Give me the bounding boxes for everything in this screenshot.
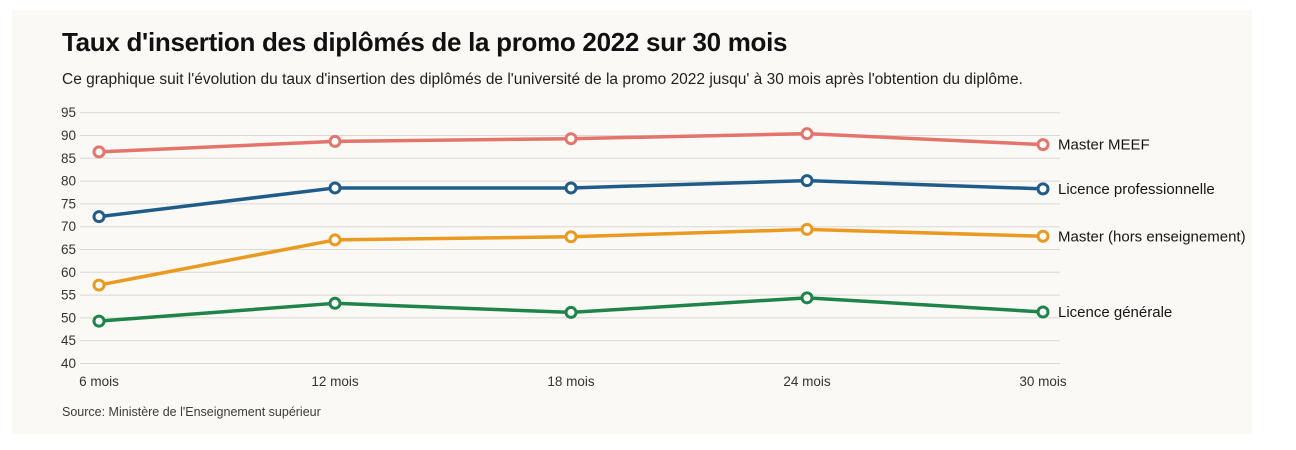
data-point-marker[interactable]	[564, 132, 578, 146]
data-point-marker[interactable]	[1036, 229, 1050, 243]
series-legend-label: Licence générale	[1058, 304, 1172, 321]
x-axis-tick-label: 18 mois	[547, 374, 595, 389]
chart-subtitle: Ce graphique suit l'évolution du taux d'…	[62, 71, 1023, 88]
y-axis-tick-label: 50	[61, 310, 76, 325]
y-axis-tick-label: 75	[61, 196, 76, 211]
y-axis-tick-label: 80	[61, 174, 76, 189]
data-point-marker[interactable]	[1036, 182, 1050, 196]
data-point-marker[interactable]	[800, 174, 814, 188]
data-point-marker[interactable]	[92, 145, 106, 159]
data-point-marker[interactable]	[328, 296, 342, 310]
data-point-marker[interactable]	[328, 233, 342, 247]
data-point-marker[interactable]	[564, 181, 578, 195]
chart-source: Source: Ministère de l'Enseignement supé…	[62, 405, 321, 419]
data-point-marker[interactable]	[800, 127, 814, 141]
series-legend-label: Master (hors enseignement)	[1058, 228, 1246, 245]
y-axis-tick-label: 65	[61, 242, 76, 257]
chart-title: Taux d'insertion des diplômés de la prom…	[62, 27, 788, 57]
y-axis-tick-label: 55	[61, 288, 76, 303]
y-axis-tick-label: 70	[61, 219, 76, 234]
series-legend-label: Licence professionnelle	[1058, 181, 1215, 198]
x-axis-tick-label: 12 mois	[311, 374, 359, 389]
data-point-marker[interactable]	[800, 291, 814, 305]
y-axis-tick-label: 95	[61, 105, 76, 120]
data-point-marker[interactable]	[1036, 305, 1050, 319]
data-point-marker[interactable]	[1036, 138, 1050, 152]
data-point-marker[interactable]	[564, 230, 578, 244]
y-axis-tick-label: 90	[61, 128, 76, 143]
data-point-marker[interactable]	[92, 278, 106, 292]
x-axis-tick-label: 30 mois	[1019, 374, 1067, 389]
x-axis-tick-label: 24 mois	[783, 374, 831, 389]
x-axis-tick-label: 6 mois	[79, 374, 119, 389]
series-legend-label: Master MEEF	[1058, 137, 1150, 154]
data-point-marker[interactable]	[328, 181, 342, 195]
y-axis-tick-label: 85	[61, 151, 76, 166]
data-point-marker[interactable]	[92, 314, 106, 328]
y-axis-tick-label: 45	[61, 333, 76, 348]
y-axis-tick-label: 40	[61, 356, 76, 371]
data-point-marker[interactable]	[328, 134, 342, 148]
data-point-marker[interactable]	[92, 210, 106, 224]
data-point-marker[interactable]	[564, 305, 578, 319]
data-point-marker[interactable]	[800, 222, 814, 236]
y-axis-tick-label: 60	[61, 265, 76, 280]
